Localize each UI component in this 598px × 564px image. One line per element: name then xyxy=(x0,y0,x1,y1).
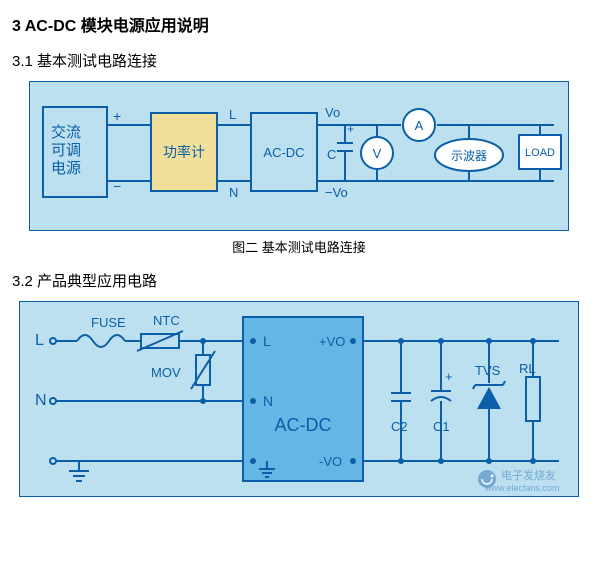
n-label-2: N xyxy=(35,392,47,409)
scope-label: 示波器 xyxy=(451,149,487,163)
pin-l: L xyxy=(263,333,271,349)
c1-plus: + xyxy=(445,369,453,384)
pin-nvo: -VO xyxy=(319,454,342,469)
tvs-label: TVS xyxy=(475,363,501,378)
acdc-label-2: AC-DC xyxy=(275,415,332,435)
l-label-2: L xyxy=(35,332,44,349)
figure-2: L FUSE NTC MOV N AC-DC L N +VO -VO xyxy=(19,301,579,497)
plus-label: + xyxy=(113,108,121,124)
acdc-label-1: AC-DC xyxy=(263,145,304,160)
load-label: LOAD xyxy=(525,147,555,159)
rl-label: RL xyxy=(519,361,536,376)
pin-n: N xyxy=(263,393,273,409)
svg-text:电子发烧友: 电子发烧友 xyxy=(501,468,556,482)
subsection-1-title: 3.1 基本测试电路连接 xyxy=(12,50,586,71)
mov-label: MOV xyxy=(151,365,181,380)
l-label-1: L xyxy=(229,107,236,122)
a-label: A xyxy=(415,118,424,133)
svg-text:www.elecfans.com: www.elecfans.com xyxy=(484,483,560,493)
ac-source-label2: 可调 xyxy=(51,142,81,159)
power-meter-label: 功率计 xyxy=(163,144,205,160)
fuse-label: FUSE xyxy=(91,315,126,330)
n-label-1: N xyxy=(229,185,238,200)
cap-plus: + xyxy=(347,122,354,136)
pin-pvo: +VO xyxy=(319,334,345,349)
ac-source-label1: 交流 xyxy=(51,123,81,141)
section-title: 3 AC-DC 模块电源应用说明 xyxy=(12,12,586,36)
figure-2-caption: 图二 基本测试电路连接 xyxy=(12,237,586,256)
watermark: 电子发烧友 www.elecfans.com xyxy=(478,468,560,493)
c1-label: C1 xyxy=(433,419,450,434)
c-label: C xyxy=(327,147,336,162)
figure-1: 交流 可调 电源 + − 功率计 L N AC-DC Vo −Vo + C V … xyxy=(29,81,569,231)
vo-label: Vo xyxy=(325,105,340,120)
ac-source-label3: 电源 xyxy=(51,160,81,177)
v-label: V xyxy=(373,146,382,161)
nvo-label: −Vo xyxy=(325,185,348,200)
subsection-2-title: 3.2 产品典型应用电路 xyxy=(12,270,586,291)
ntc-label: NTC xyxy=(153,313,180,328)
c2-label: C2 xyxy=(391,419,408,434)
